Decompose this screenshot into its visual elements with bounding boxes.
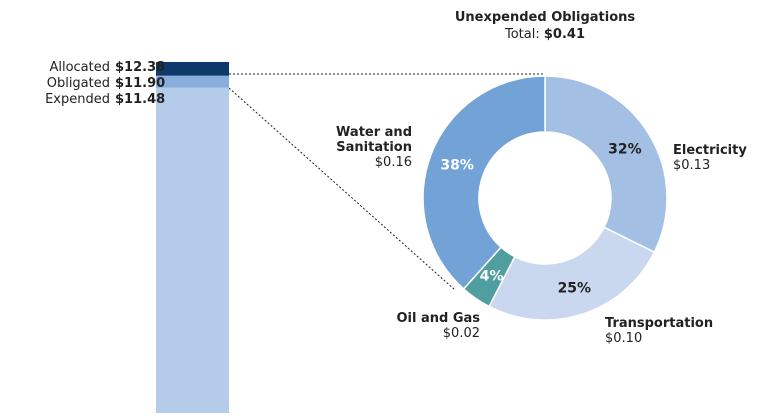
slice-category: Oil and Gas: [396, 311, 480, 326]
bar-category: Obligated: [46, 76, 110, 91]
bar-value: $11.90: [115, 76, 166, 91]
slice-amount: $0.02: [442, 326, 480, 341]
donut-title: Unexpended Obligations: [454, 10, 636, 25]
slice-percent: 4%: [480, 268, 504, 284]
donut-slice: [422, 75, 546, 290]
donut-slice: [544, 75, 668, 254]
slice-amount: $0.10: [605, 331, 643, 346]
slice-percent: 32%: [608, 141, 642, 157]
donut-slice: [488, 226, 656, 321]
slice-category: Electricity: [673, 143, 747, 158]
slice-amount: $0.16: [374, 155, 412, 170]
slice-label: Electricity $0.13: [673, 143, 757, 173]
bar-value: $11.48: [115, 92, 166, 107]
slice-category: Water and Sanitation: [336, 125, 412, 155]
slice-label: Oil and Gas $0.02: [370, 311, 480, 341]
slice-amount: $0.13: [673, 158, 711, 173]
total-label: Total:: [504, 27, 540, 42]
slice-label: Transportation $0.10: [605, 316, 725, 346]
bar: [156, 87, 229, 413]
slice-label: Water and Sanitation $0.16: [300, 125, 412, 170]
slice-category: Transportation: [605, 316, 714, 331]
slice-percent: 38%: [440, 157, 474, 173]
connector: [228, 87, 456, 291]
donut-subtitle: Total: $0.41: [430, 27, 660, 42]
bar-category: Allocated: [49, 60, 110, 75]
bar-value: $12.38: [115, 60, 166, 75]
total-value: $0.41: [543, 27, 585, 42]
bar-category: Expended: [45, 92, 110, 107]
slice-percent: 25%: [558, 280, 592, 296]
